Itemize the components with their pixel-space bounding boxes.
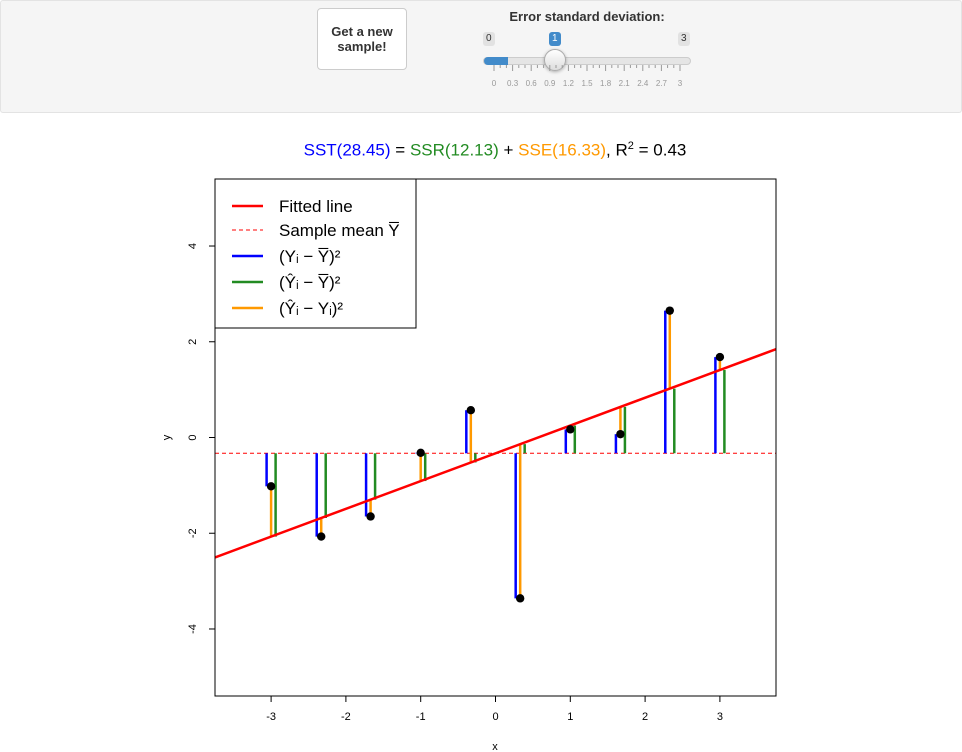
legend-label: (Ŷᵢ − Y̅)² xyxy=(279,273,341,292)
x-tick-label: -1 xyxy=(416,711,426,723)
slider-tick-label: 1.5 xyxy=(581,79,593,88)
chart-title: SST(28.45) = SSR(12.13) + SSE(16.33), R2… xyxy=(0,140,962,161)
x-tick-label: 3 xyxy=(717,711,723,723)
data-point xyxy=(416,448,425,458)
title-ssr: SSR(12.13) xyxy=(409,140,499,160)
data-point xyxy=(616,429,625,439)
slider-value-badge: 1 xyxy=(549,32,561,46)
title-r2-sup: 2 xyxy=(627,140,634,152)
slider-track[interactable] xyxy=(483,57,691,65)
y-tick-label: 4 xyxy=(187,243,199,249)
data-point xyxy=(665,306,674,315)
x-axis-label: x xyxy=(492,741,498,752)
legend-label: Sample mean Y̅ xyxy=(279,221,400,240)
slider-min-badge: 0 xyxy=(483,32,495,46)
legend-label: Fitted line xyxy=(279,197,353,216)
legend: Fitted line Sample mean Y̅ (Yᵢ − Y̅)² (Ŷᵢ −… xyxy=(214,178,417,329)
data-point xyxy=(715,352,725,362)
title-r2-prefix: , R xyxy=(606,140,628,160)
title-sse: SSE(16.33) xyxy=(518,140,607,160)
slider-tick-label: 2.7 xyxy=(656,79,668,88)
scatter-plot: -3 -2 -1 0 1 2 3 -4 -2 0 2 4 x y Fitted line Sample mea… xyxy=(161,178,777,752)
slider-tick-label: 0.6 xyxy=(526,79,538,88)
y-tick-label: -2 xyxy=(187,528,199,538)
slider-ticks: 0 0.3 0.6 0.9 1.2 1.5 1.8 2.1 2.4 2.7 3 xyxy=(492,65,683,88)
new-sample-button[interactable]: Get a new sample! xyxy=(317,8,407,70)
x-tick-label: -3 xyxy=(266,711,276,723)
x-tick-label: 1 xyxy=(567,711,573,723)
data-point xyxy=(566,425,575,434)
legend-label: (Ŷᵢ − Yᵢ)² xyxy=(279,299,343,318)
x-tick-label: -2 xyxy=(341,711,351,723)
data-point xyxy=(266,482,276,491)
data-point xyxy=(366,512,375,521)
title-sst: SST(28.45) xyxy=(303,140,391,160)
slider-tick-label: 2.1 xyxy=(619,79,631,88)
x-tick-label: 2 xyxy=(642,711,648,723)
slider-tick-label: 0 xyxy=(492,79,497,88)
slider-tick-label: 1.2 xyxy=(563,79,575,88)
y-tick-label: 0 xyxy=(187,434,199,440)
title-r2-value: = 0.43 xyxy=(633,140,687,160)
fitted-line xyxy=(215,348,776,559)
slider-tick-label: 2.4 xyxy=(637,79,649,88)
slider-tick-label: 1.8 xyxy=(600,79,612,88)
controls-panel xyxy=(0,0,962,113)
title-plus: + xyxy=(498,140,519,160)
data-point xyxy=(466,406,476,415)
slider-tick-label: 3 xyxy=(678,79,683,88)
legend-label: (Yᵢ − Y̅)² xyxy=(279,247,341,266)
data-point xyxy=(515,594,525,603)
slider-fill xyxy=(484,57,509,65)
legend-box xyxy=(214,178,417,329)
slider-tick-label: 0.9 xyxy=(544,79,556,88)
y-tick-label: 2 xyxy=(187,339,199,345)
y-tick-label: -4 xyxy=(187,624,199,634)
slider-tick-label: 0.3 xyxy=(507,79,519,88)
slider-max-badge: 3 xyxy=(678,32,690,46)
x-tick-label: 0 xyxy=(492,711,498,723)
title-eq: = xyxy=(390,140,410,160)
y-axis-label: y xyxy=(161,434,173,440)
slider-label: Error standard deviation: xyxy=(509,9,665,24)
data-point xyxy=(317,532,326,541)
